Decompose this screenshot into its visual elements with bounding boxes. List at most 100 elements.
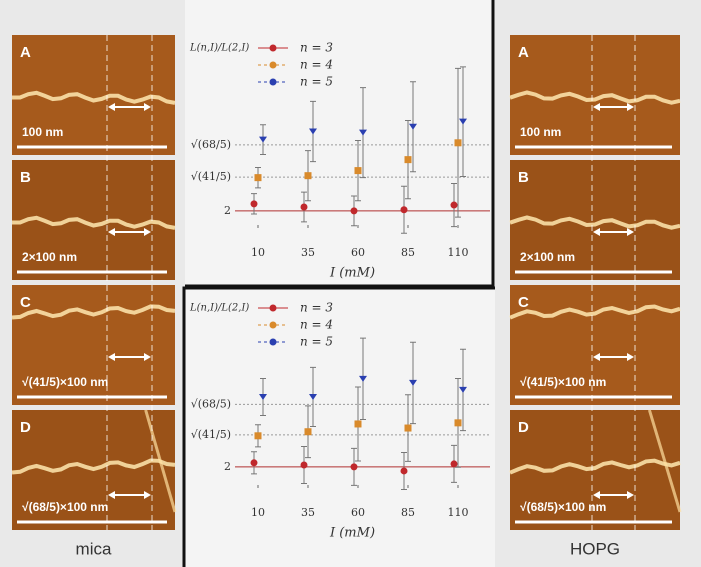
x-tick-label: 85 — [401, 506, 415, 519]
point — [350, 207, 358, 215]
point — [309, 128, 317, 135]
point — [409, 379, 417, 386]
x-tick-label: 85 — [401, 246, 415, 259]
panel-letter: A — [20, 44, 31, 61]
error-cap — [255, 166, 261, 189]
error-cap — [455, 67, 461, 218]
legend-label: n = 3 — [300, 301, 333, 315]
error-cap — [260, 377, 266, 416]
afm-image — [12, 285, 175, 405]
legend-marker — [269, 78, 277, 86]
x-tick-label: 35 — [301, 506, 315, 519]
dna-strand — [11, 304, 176, 320]
point — [300, 461, 308, 469]
error-cap — [405, 394, 411, 462]
y-tick-label: √(68/5) — [191, 397, 231, 410]
point — [300, 203, 308, 211]
x-tick-label: 110 — [448, 246, 469, 259]
x-tick-label: 60 — [351, 506, 365, 519]
dna-strand — [509, 458, 681, 475]
point — [454, 419, 462, 427]
panel-letter: B — [518, 169, 529, 186]
error-cap — [360, 87, 366, 179]
y-tick-label: √(68/5) — [191, 138, 231, 151]
y-tick-label: √(41/5) — [191, 428, 231, 441]
point — [359, 375, 367, 382]
error-cap — [351, 195, 357, 227]
dna-strand — [12, 90, 176, 105]
chart-panel — [185, 0, 495, 286]
error-cap — [355, 386, 361, 462]
scale-label: 2×100 nm — [520, 250, 575, 264]
error-cap — [310, 366, 316, 428]
point — [404, 156, 412, 164]
error-cap — [401, 451, 407, 490]
y-tick-label: √(41/5) — [191, 170, 231, 183]
legend-marker — [269, 44, 277, 52]
dna-strand — [11, 458, 176, 475]
dna-strand — [509, 215, 681, 230]
point — [459, 118, 467, 125]
panel-letter: D — [518, 419, 529, 436]
error-cap — [355, 139, 361, 202]
legend-label: n = 5 — [300, 75, 333, 89]
error-cap — [451, 444, 457, 483]
error-cap — [351, 447, 357, 486]
point — [404, 424, 412, 432]
legend-label: n = 3 — [300, 41, 333, 55]
error-cap — [410, 81, 416, 173]
point — [359, 129, 367, 136]
dna-strand — [509, 304, 681, 320]
point — [309, 393, 317, 400]
point — [454, 139, 462, 147]
dna-strand — [509, 90, 681, 105]
point — [450, 201, 458, 209]
error-cap — [460, 66, 466, 177]
column-label: HOPG — [570, 539, 620, 558]
scale-label: √(68/5)×100 nm — [520, 500, 606, 514]
legend-label: n = 4 — [300, 58, 333, 72]
point — [400, 206, 408, 214]
legend-label: n = 5 — [300, 335, 333, 349]
x-tick-label: 10 — [251, 506, 265, 519]
column-label: mica — [76, 539, 112, 558]
error-cap — [310, 100, 316, 163]
y-tick-label: 2 — [224, 460, 231, 473]
panel-border — [182, 286, 495, 567]
point — [304, 428, 312, 436]
x-axis-label: I (mM) — [329, 526, 375, 541]
x-tick-label: 35 — [301, 246, 315, 259]
point — [254, 432, 262, 440]
error-cap — [460, 348, 466, 432]
point — [350, 463, 358, 471]
error-cap — [255, 424, 261, 448]
error-cap — [451, 183, 457, 228]
x-axis-label: I (mM) — [329, 266, 375, 281]
error-cap — [305, 150, 311, 202]
y-axis-label: L(n,I)/L(2,I) — [189, 43, 249, 54]
error-cap — [301, 191, 307, 223]
point — [250, 200, 258, 208]
panel-letter: C — [20, 294, 31, 311]
chart-panel — [183, 288, 495, 567]
scale-label: 100 nm — [520, 125, 561, 139]
error-cap — [405, 119, 411, 200]
legend-marker — [269, 304, 277, 312]
x-tick-label: 10 — [251, 246, 265, 259]
y-axis-label: L(n,I)/L(2,I) — [189, 303, 249, 314]
error-cap — [260, 124, 266, 156]
point — [259, 393, 267, 400]
error-cap — [410, 341, 416, 425]
error-cap — [251, 193, 257, 215]
x-tick-label: 60 — [351, 246, 365, 259]
point — [250, 459, 258, 467]
panel-letter: B — [20, 169, 31, 186]
panel-letter: D — [20, 419, 31, 436]
panel-border — [185, 0, 495, 288]
scale-label: √(41/5)×100 nm — [22, 375, 108, 389]
dna-strand — [647, 409, 682, 513]
point — [400, 467, 408, 475]
panel-letter: A — [518, 44, 529, 61]
